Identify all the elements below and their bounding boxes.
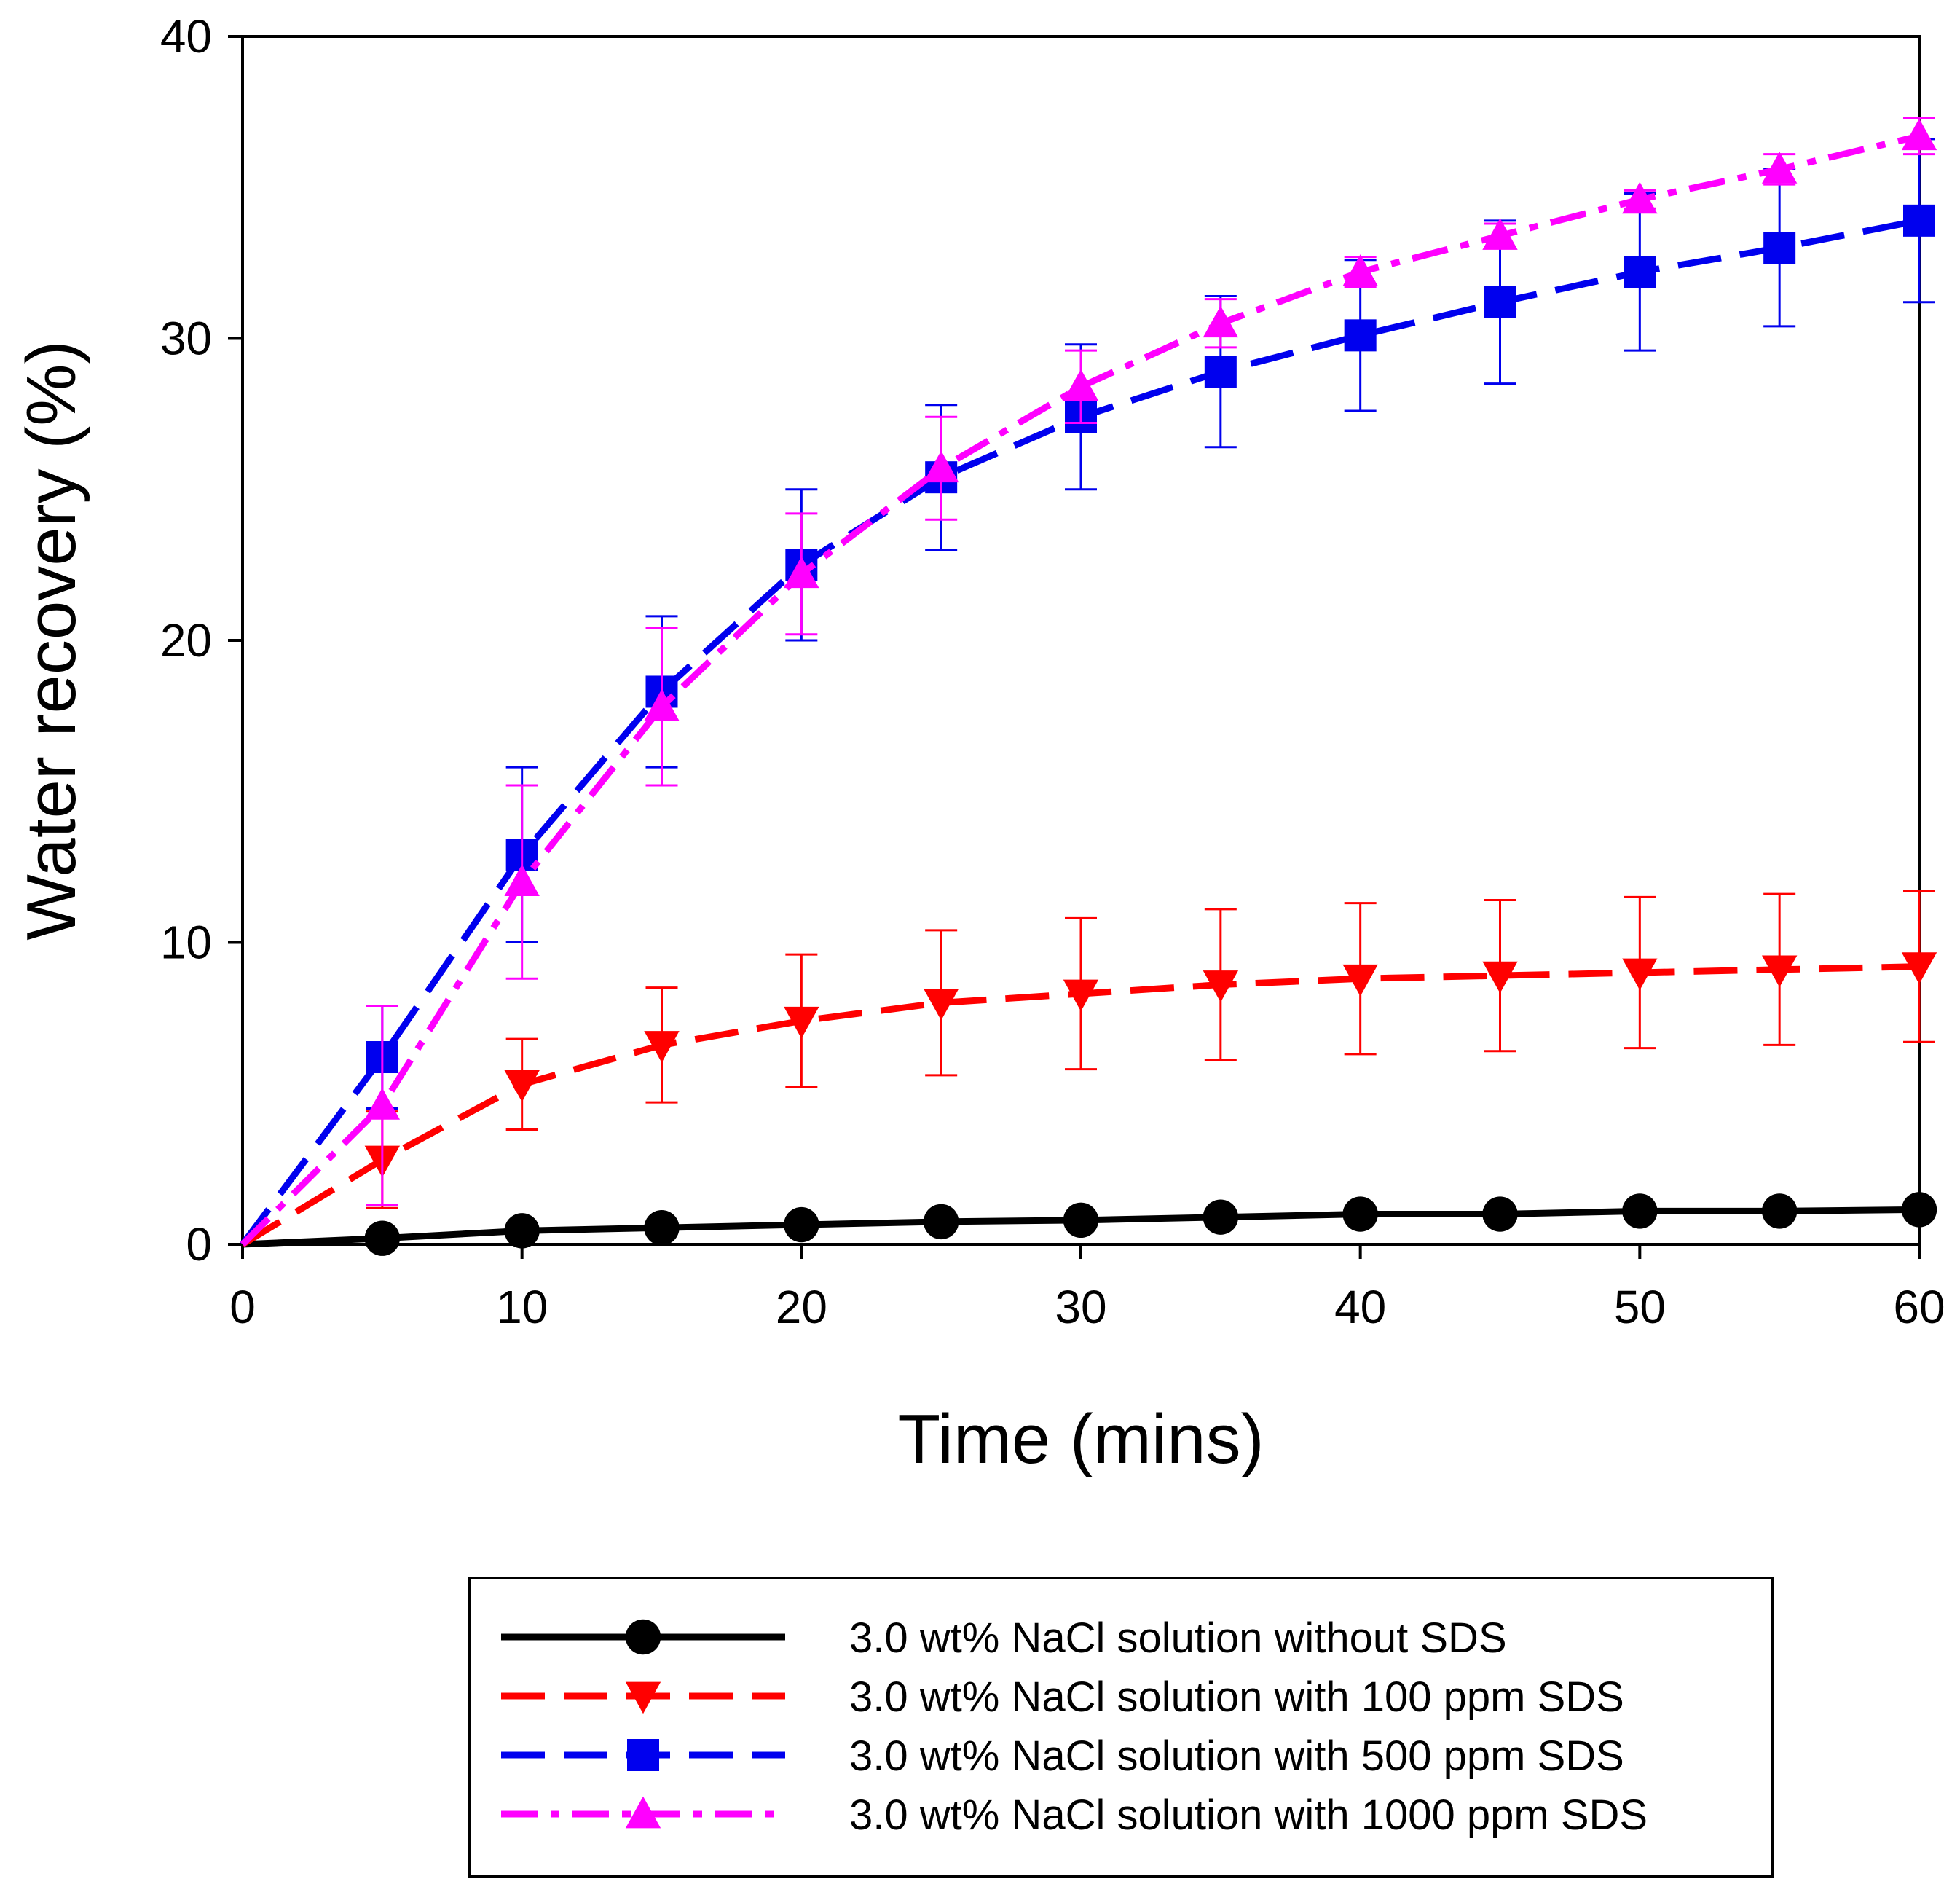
- data-point: [1901, 1192, 1937, 1228]
- data-point: [1761, 955, 1798, 988]
- x-tick-label: 40: [1334, 1281, 1386, 1333]
- data-point: [1761, 152, 1798, 184]
- y-tick-label: 0: [186, 1218, 212, 1271]
- series-group: [240, 890, 1937, 1247]
- data-point: [504, 864, 540, 896]
- legend: 3.0 wt% NaCl solution without SDS 3.0 wt%…: [468, 1577, 1774, 1878]
- y-axis-title: Water recovery (%): [12, 340, 90, 940]
- x-tick-label: 0: [229, 1281, 256, 1333]
- data-point: [1903, 204, 1935, 237]
- data-point: [625, 1681, 661, 1714]
- data-point: [1203, 305, 1239, 338]
- y-tick-label: 40: [160, 10, 212, 63]
- data-point: [644, 1031, 680, 1063]
- x-tick-label: 60: [1893, 1281, 1945, 1333]
- data-point: [784, 1006, 819, 1039]
- data-point: [1482, 218, 1518, 250]
- data-point: [1063, 369, 1099, 401]
- data-point: [1482, 961, 1518, 994]
- data-point: [1901, 952, 1937, 984]
- x-tick-label: 50: [1614, 1281, 1666, 1333]
- data-point: [504, 1069, 540, 1102]
- data-point: [1063, 979, 1099, 1012]
- data-point: [1482, 1196, 1518, 1232]
- data-point: [627, 1739, 659, 1771]
- data-point: [1203, 970, 1239, 1002]
- x-axis-title: Time (mins): [897, 1400, 1264, 1478]
- data-point: [1342, 964, 1378, 997]
- y-tick-label: 10: [160, 916, 212, 969]
- data-point: [1622, 958, 1658, 991]
- x-tick-label: 10: [496, 1281, 548, 1333]
- series-line: [240, 133, 1921, 1247]
- data-point: [1342, 254, 1378, 286]
- series-layer: [240, 117, 1937, 1256]
- data-point: [644, 1210, 680, 1246]
- data-point: [923, 989, 959, 1021]
- series-group: [240, 138, 1935, 1247]
- y-tick-label: 30: [160, 313, 212, 365]
- legend-label: 3.0 wt% NaCl solution with 1000 ppm SDS: [849, 1791, 1648, 1839]
- data-point: [644, 688, 680, 721]
- data-point: [1763, 232, 1796, 264]
- legend-label: 3.0 wt% NaCl solution with 100 ppm SDS: [849, 1673, 1624, 1721]
- legend-label: 3.0 wt% NaCl solution with 500 ppm SDS: [849, 1732, 1624, 1780]
- data-point: [1344, 319, 1377, 352]
- data-point: [923, 1204, 959, 1240]
- axes: 0 10 20 30 40 50 60 0 10 20 30 40: [160, 10, 1945, 1333]
- x-tick-label: 20: [776, 1281, 827, 1333]
- data-point: [1622, 181, 1658, 214]
- x-tick-label: 30: [1055, 1281, 1106, 1333]
- data-point: [1901, 118, 1937, 151]
- data-point: [1622, 1193, 1658, 1229]
- data-point: [625, 1619, 661, 1655]
- series-group: [242, 1192, 1937, 1256]
- data-point: [784, 556, 819, 589]
- data-point: [784, 1206, 819, 1243]
- data-point: [1484, 286, 1516, 318]
- data-point: [923, 450, 959, 483]
- data-point: [1204, 356, 1237, 388]
- data-point: [1761, 1193, 1798, 1229]
- legend-box: [468, 1577, 1774, 1878]
- series-group: [240, 117, 1937, 1247]
- data-point: [1203, 1199, 1239, 1235]
- data-point: [1624, 256, 1656, 288]
- data-point: [364, 1088, 401, 1120]
- data-point: [504, 1213, 540, 1249]
- data-point: [625, 1796, 661, 1829]
- y-tick-label: 20: [160, 614, 212, 667]
- data-point: [364, 1220, 401, 1256]
- data-point: [1342, 1196, 1378, 1232]
- legend-label: 3.0 wt% NaCl solution without SDS: [849, 1614, 1507, 1662]
- data-point: [1063, 1202, 1099, 1239]
